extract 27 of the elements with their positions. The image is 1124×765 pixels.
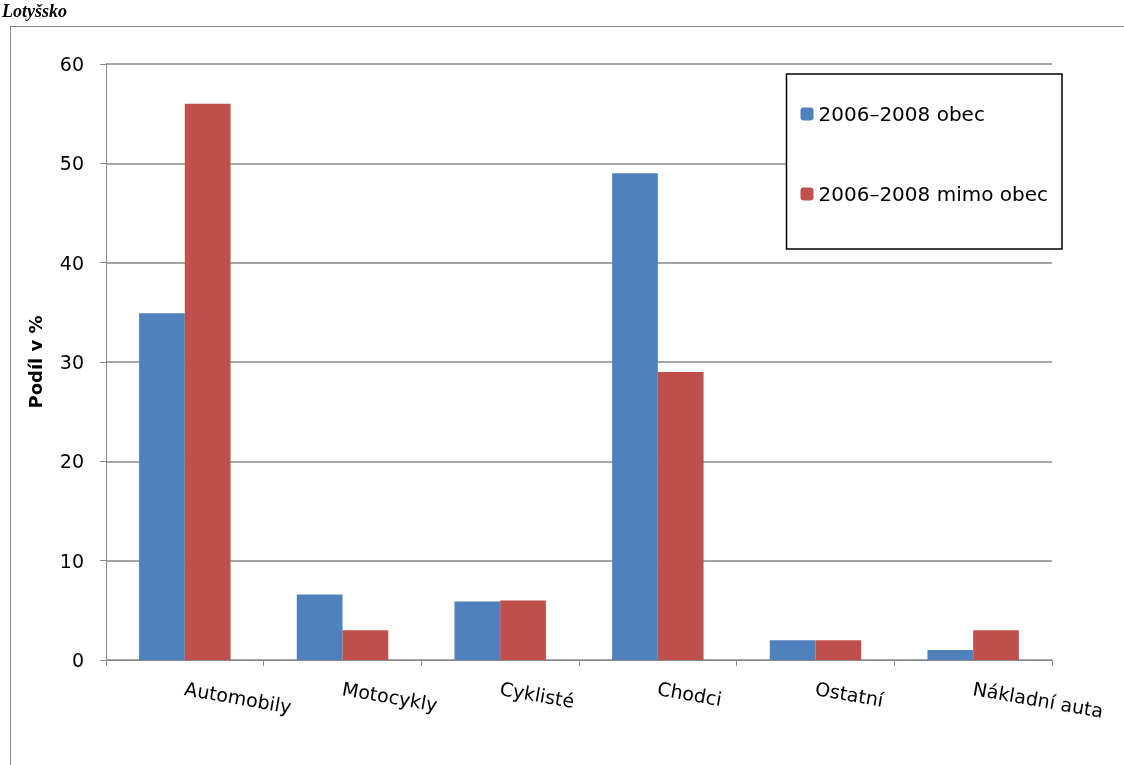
bar xyxy=(296,594,343,660)
bar xyxy=(815,640,862,660)
bar xyxy=(500,600,546,660)
y-tick-label: 10 xyxy=(59,549,84,572)
y-axis-title: Podíl v % xyxy=(24,315,46,409)
x-tick-label: Nákladní auta xyxy=(971,677,1106,722)
bar xyxy=(184,103,231,660)
x-tick-label: Chodci xyxy=(655,677,724,711)
y-tick-label: 40 xyxy=(59,251,84,274)
bar xyxy=(657,371,704,660)
y-tick-label: 0 xyxy=(71,649,84,671)
y-tick-label: 20 xyxy=(59,450,84,473)
bar xyxy=(139,313,185,660)
bar xyxy=(769,640,816,660)
y-tick-label: 50 xyxy=(59,152,84,175)
y-tick-label: 60 xyxy=(59,53,84,75)
legend-label: 2006–2008 mimo obec xyxy=(818,182,1049,206)
legend-label: 2006–2008 obec xyxy=(818,102,985,126)
bar xyxy=(927,650,974,660)
bar xyxy=(973,630,1019,660)
x-tick-label: Cyklisté xyxy=(498,677,577,712)
chart-title: Lotyšsko xyxy=(1,1,67,21)
y-tick-label: 30 xyxy=(59,351,84,373)
x-tick-label: Ostatní xyxy=(813,677,886,711)
bar xyxy=(342,630,389,660)
bar xyxy=(612,173,658,660)
bar xyxy=(454,601,501,660)
